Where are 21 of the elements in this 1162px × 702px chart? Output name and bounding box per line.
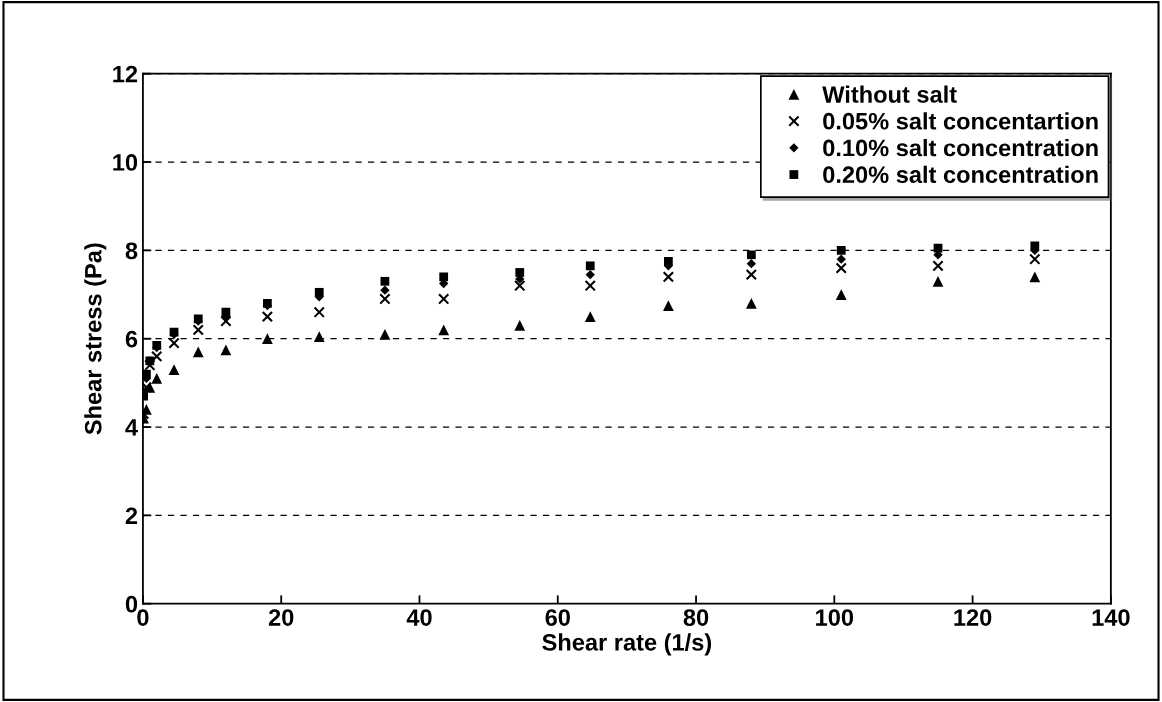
y-tick-label: 8 bbox=[125, 242, 138, 260]
x-tick-label: 20 bbox=[268, 609, 294, 626]
x-tick-label: 100 bbox=[816, 609, 854, 626]
x-tick-label: 120 bbox=[954, 609, 992, 626]
x-tick-label: 60 bbox=[545, 609, 570, 626]
legend-label: 0.20% salt concentration bbox=[823, 165, 1098, 184]
y-tick-label: 2 bbox=[125, 507, 138, 524]
legend-label: 0.10% salt concentration bbox=[823, 138, 1098, 157]
x-tick-label: 40 bbox=[406, 609, 432, 626]
y-tick-label: 12 bbox=[113, 65, 138, 83]
y-tick-label: 0 bbox=[125, 595, 138, 613]
y-tick-label: 10 bbox=[113, 154, 138, 171]
x-tick-label: 140 bbox=[1092, 609, 1130, 626]
legend-label: 0.05% salt concentartion bbox=[823, 112, 1098, 130]
y-axis-title: Shear stress (Pa) bbox=[84, 243, 107, 435]
x-tick-label: 80 bbox=[683, 609, 709, 626]
y-tick-label: 6 bbox=[125, 330, 138, 348]
legend-label: Without salt bbox=[822, 85, 957, 103]
x-tick-label: 0 bbox=[137, 609, 149, 626]
y-tick-label: 4 bbox=[125, 419, 138, 436]
x-axis-title: Shear rate (1/s) bbox=[542, 633, 712, 656]
